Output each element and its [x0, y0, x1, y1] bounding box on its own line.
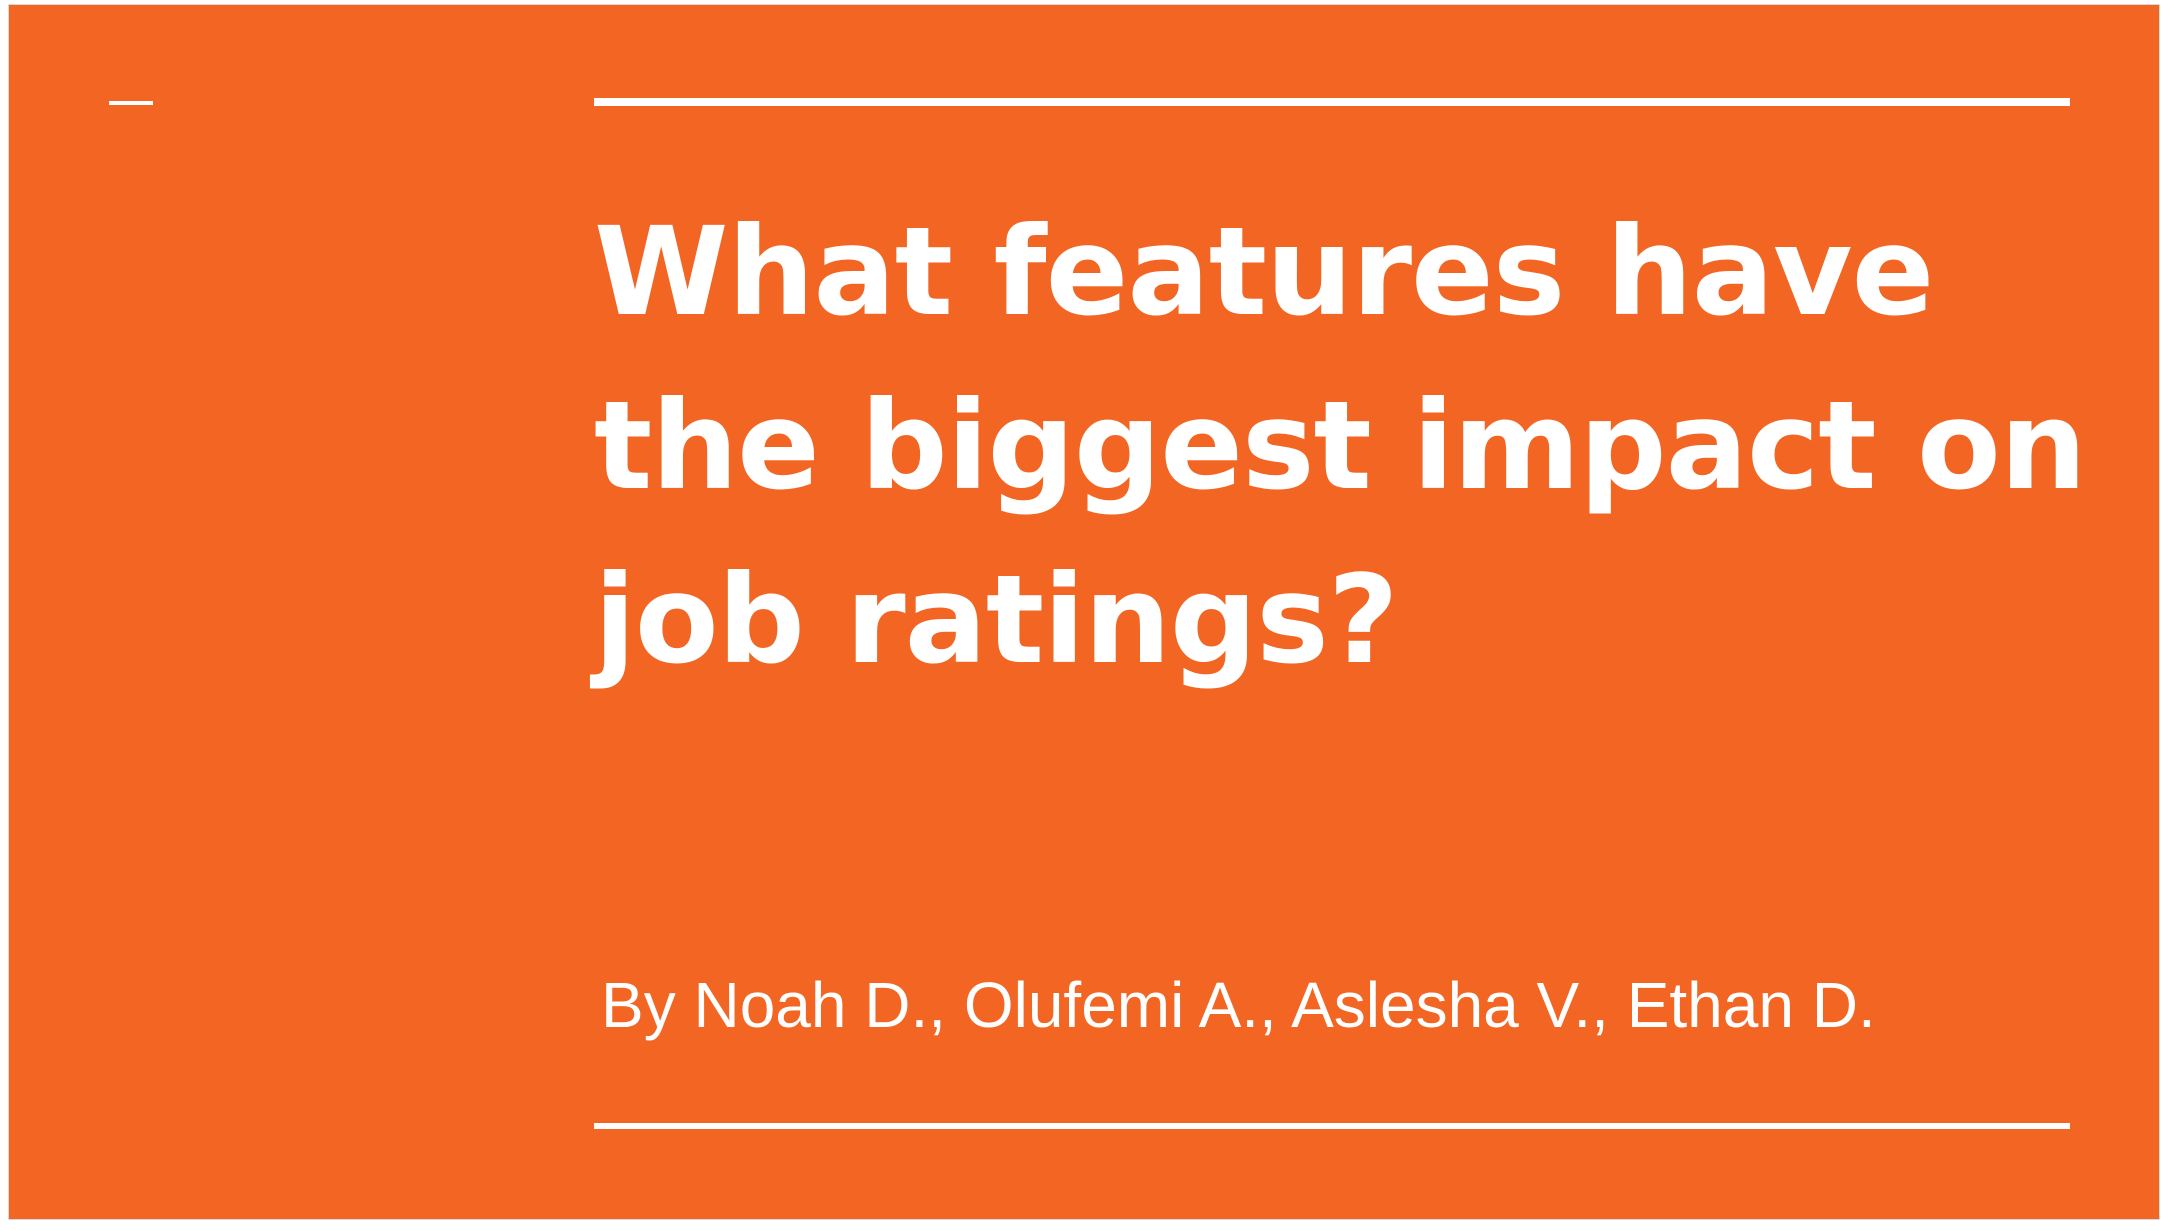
- top-rule: [594, 98, 2070, 106]
- slide-title: What features have the biggest impact on…: [594, 201, 2087, 691]
- slide-background: [9, 5, 2159, 1219]
- slide-subtitle-authors: By Noah D., Olufemi A., Aslesha V., Etha…: [601, 969, 1876, 1041]
- bottom-rule: [594, 1123, 2070, 1129]
- accent-dash: [109, 101, 153, 105]
- slide: What features have the biggest impact on…: [8, 4, 2160, 1220]
